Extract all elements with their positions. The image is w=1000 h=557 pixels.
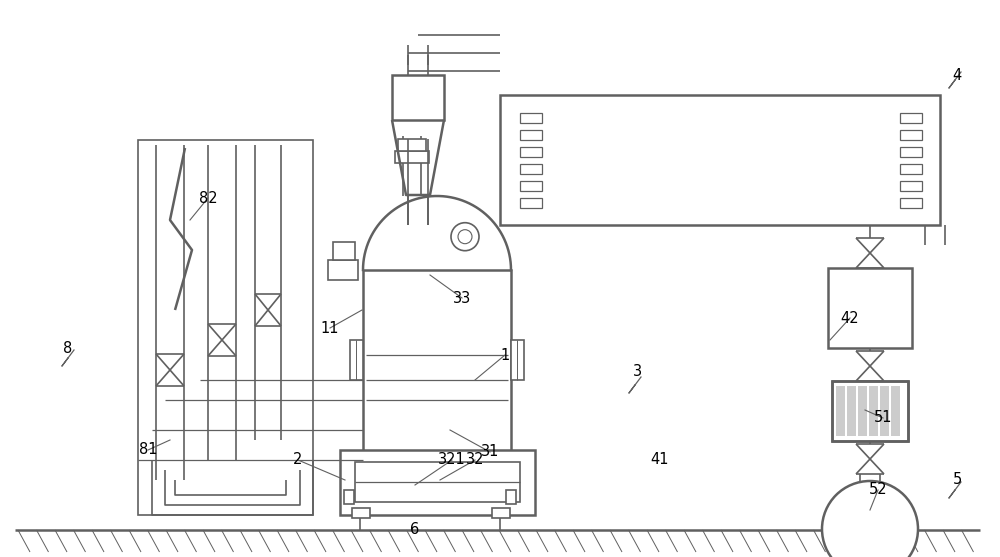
Bar	[832, 381, 908, 441]
Text: 11: 11	[321, 320, 339, 335]
Bar	[138, 140, 313, 515]
Circle shape	[458, 229, 472, 244]
Bar	[900, 130, 922, 140]
Bar	[900, 147, 922, 157]
Text: 8: 8	[63, 340, 73, 355]
Bar	[395, 151, 429, 163]
Bar	[900, 113, 922, 123]
Text: 31: 31	[481, 444, 499, 460]
Bar	[500, 95, 940, 225]
Bar	[900, 164, 922, 174]
Text: 1: 1	[500, 348, 510, 363]
Text: 52: 52	[869, 482, 887, 497]
Text: 82: 82	[199, 190, 217, 206]
Text: 42: 42	[841, 310, 859, 325]
Bar	[520, 181, 542, 191]
Bar	[828, 268, 912, 348]
Text: 2: 2	[293, 452, 303, 467]
Bar	[520, 130, 542, 140]
Bar	[511, 340, 524, 380]
Bar	[492, 508, 510, 518]
Bar	[506, 490, 516, 504]
Bar	[398, 139, 426, 151]
Bar	[328, 260, 358, 280]
Bar	[333, 242, 355, 260]
Text: 3: 3	[633, 364, 643, 379]
Circle shape	[451, 223, 479, 251]
Text: 4: 4	[952, 67, 962, 82]
Bar	[520, 164, 542, 174]
Bar	[363, 270, 511, 485]
Text: 41: 41	[651, 452, 669, 467]
Text: 81: 81	[139, 442, 157, 457]
Bar	[355, 462, 520, 502]
Text: 51: 51	[874, 411, 892, 426]
Text: 6: 6	[410, 522, 420, 538]
Text: 33: 33	[453, 291, 471, 305]
Bar	[520, 198, 542, 208]
Text: 321: 321	[438, 452, 466, 467]
Circle shape	[822, 481, 918, 557]
Bar	[352, 508, 370, 518]
Bar	[340, 450, 535, 515]
Bar	[344, 490, 354, 504]
Bar	[350, 340, 363, 380]
Bar	[520, 113, 542, 123]
Bar	[520, 147, 542, 157]
Bar	[392, 75, 444, 120]
Text: 32: 32	[466, 452, 484, 467]
Text: 5: 5	[952, 472, 962, 487]
Bar	[900, 181, 922, 191]
Bar	[900, 198, 922, 208]
Bar	[832, 381, 908, 441]
